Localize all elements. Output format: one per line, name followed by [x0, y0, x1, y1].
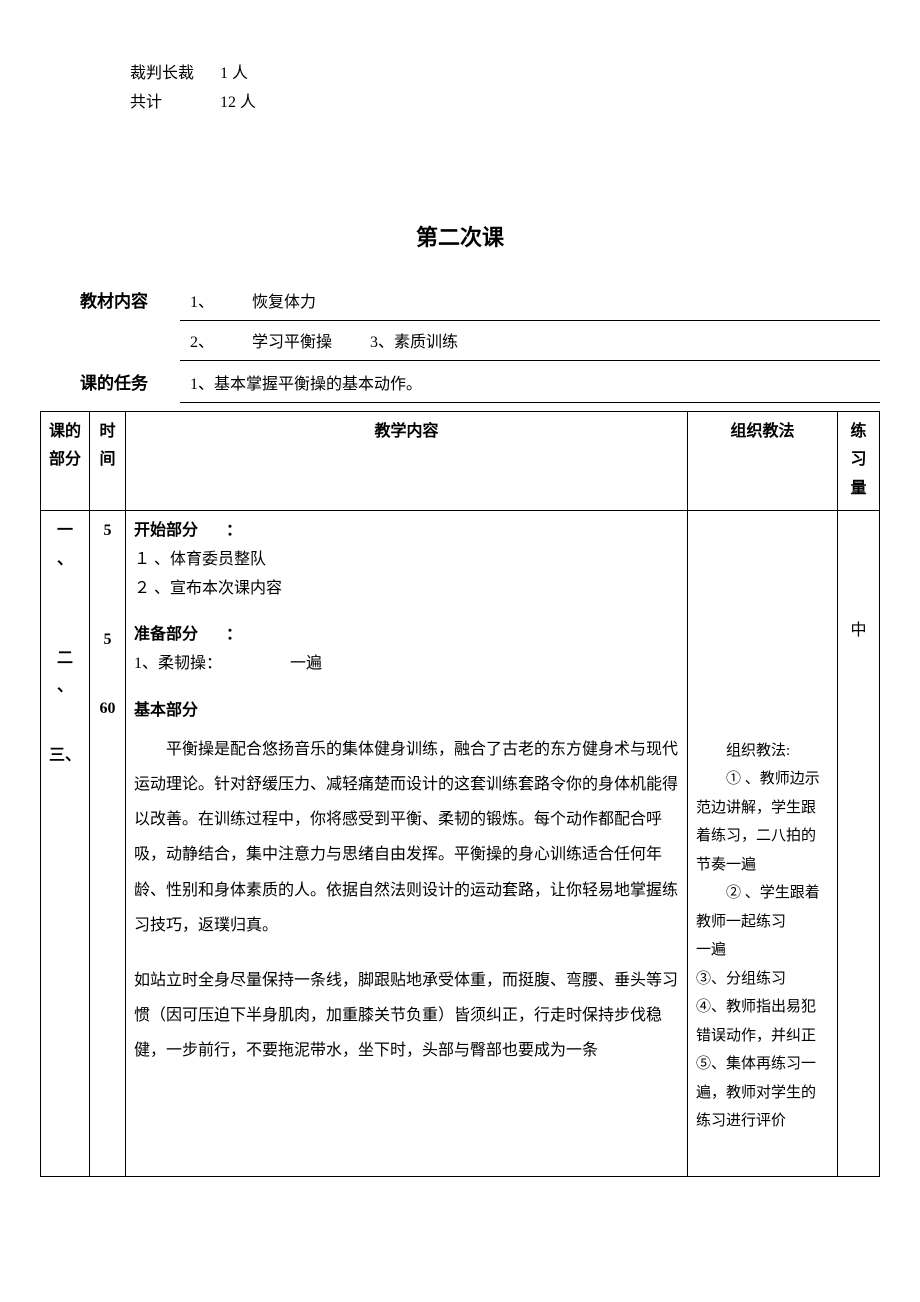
time-3: 60	[98, 695, 117, 724]
section-1-title: 开始部分	[134, 522, 198, 539]
method-1: ① 、教师边示范边讲解，学生跟着练习，二八拍的节奏一遍	[696, 765, 829, 879]
part-2: 二 、	[49, 645, 81, 703]
material-row-2: 2、 学习平衡操 3、素质训练	[80, 329, 880, 361]
section-3-para-2: 如站立时全身尽量保持一条线，脚跟贴地承受体重，而挺腹、弯腰、垂头等习惯（因可压迫…	[134, 963, 679, 1069]
material-text-1: 恢复体力	[252, 294, 316, 311]
intensity-2: 中	[846, 617, 871, 646]
cell-part: 一 、 二 、 三、	[41, 510, 90, 1176]
material-label: 教材内容	[80, 287, 180, 318]
section-3-title: 基本部分	[134, 697, 679, 726]
task-text: 1、基本掌握平衡操的基本动作。	[180, 376, 422, 393]
header-info: 裁判长裁 1 人 共计 12 人	[130, 60, 880, 118]
method-2b: 一遍	[696, 936, 829, 965]
material-row-1: 教材内容 1、 恢复体力	[80, 287, 880, 321]
section-1-item-1: １ 、体育委员整队	[134, 546, 679, 575]
judge-label: 裁判长裁	[130, 60, 220, 89]
cell-intensity: 中	[838, 510, 880, 1176]
method-5: ⑤、集体再练习一遍，教师对学生的练习进行评价	[696, 1050, 829, 1136]
th-intensity: 练习 量	[838, 411, 880, 510]
material-text-3: 3、素质训练	[370, 334, 458, 351]
method-3: ③、分组练习	[696, 965, 829, 994]
section-3-para-1: 平衡操是配合悠扬音乐的集体健身训练，融合了古老的东方健身术与现代运动理论。针对舒…	[134, 732, 679, 943]
material-text-2: 学习平衡操	[252, 334, 332, 351]
task-row: 课的任务 1、基本掌握平衡操的基本动作。	[80, 369, 880, 403]
part-3: 三、	[49, 742, 81, 771]
cell-time: 5 5 60	[90, 510, 126, 1176]
th-method: 组织教法	[688, 411, 838, 510]
time-2: 5	[98, 626, 117, 655]
material-num-1: 1、	[190, 294, 214, 311]
section-2-item-1: 1、柔韧操：	[134, 655, 222, 672]
lesson-title: 第二次课	[40, 218, 880, 258]
th-content: 教学内容	[126, 411, 688, 510]
task-label: 课的任务	[80, 369, 180, 400]
part-1: 一 、	[49, 517, 81, 575]
method-4: ④、教师指出易犯错误动作，并纠正	[696, 993, 829, 1050]
judge-value: 1 人	[220, 60, 248, 89]
section-2-title: 准备部分	[134, 626, 198, 643]
cell-content: 开始部分 ： １ 、体育委员整队 ２ 、宣布本次课内容 准备部分 ： 1、柔韧操…	[126, 510, 688, 1176]
lesson-table: 课的 部分 时 间 教学内容 组织教法 练习 量 一 、 二 、 三、 5 5 …	[40, 411, 880, 1177]
section-1-item-2: ２ 、宣布本次课内容	[134, 575, 679, 604]
material-num-2: 2、	[190, 334, 214, 351]
total-value: 12 人	[220, 89, 256, 118]
time-1: 5	[98, 517, 117, 546]
method-title: 组织教法:	[696, 737, 829, 766]
section-2-item-1-extra: 一遍	[290, 655, 322, 672]
cell-method: 组织教法: ① 、教师边示范边讲解，学生跟着练习，二八拍的节奏一遍 ② 、学生跟…	[688, 510, 838, 1176]
th-part: 课的 部分	[41, 411, 90, 510]
total-label: 共计	[130, 89, 220, 118]
th-time: 时 间	[90, 411, 126, 510]
method-2: ② 、学生跟着教师一起练习	[696, 879, 829, 936]
table-row: 一 、 二 、 三、 5 5 60 开始部分 ： １ 、体育委员整队 ２	[41, 510, 880, 1176]
